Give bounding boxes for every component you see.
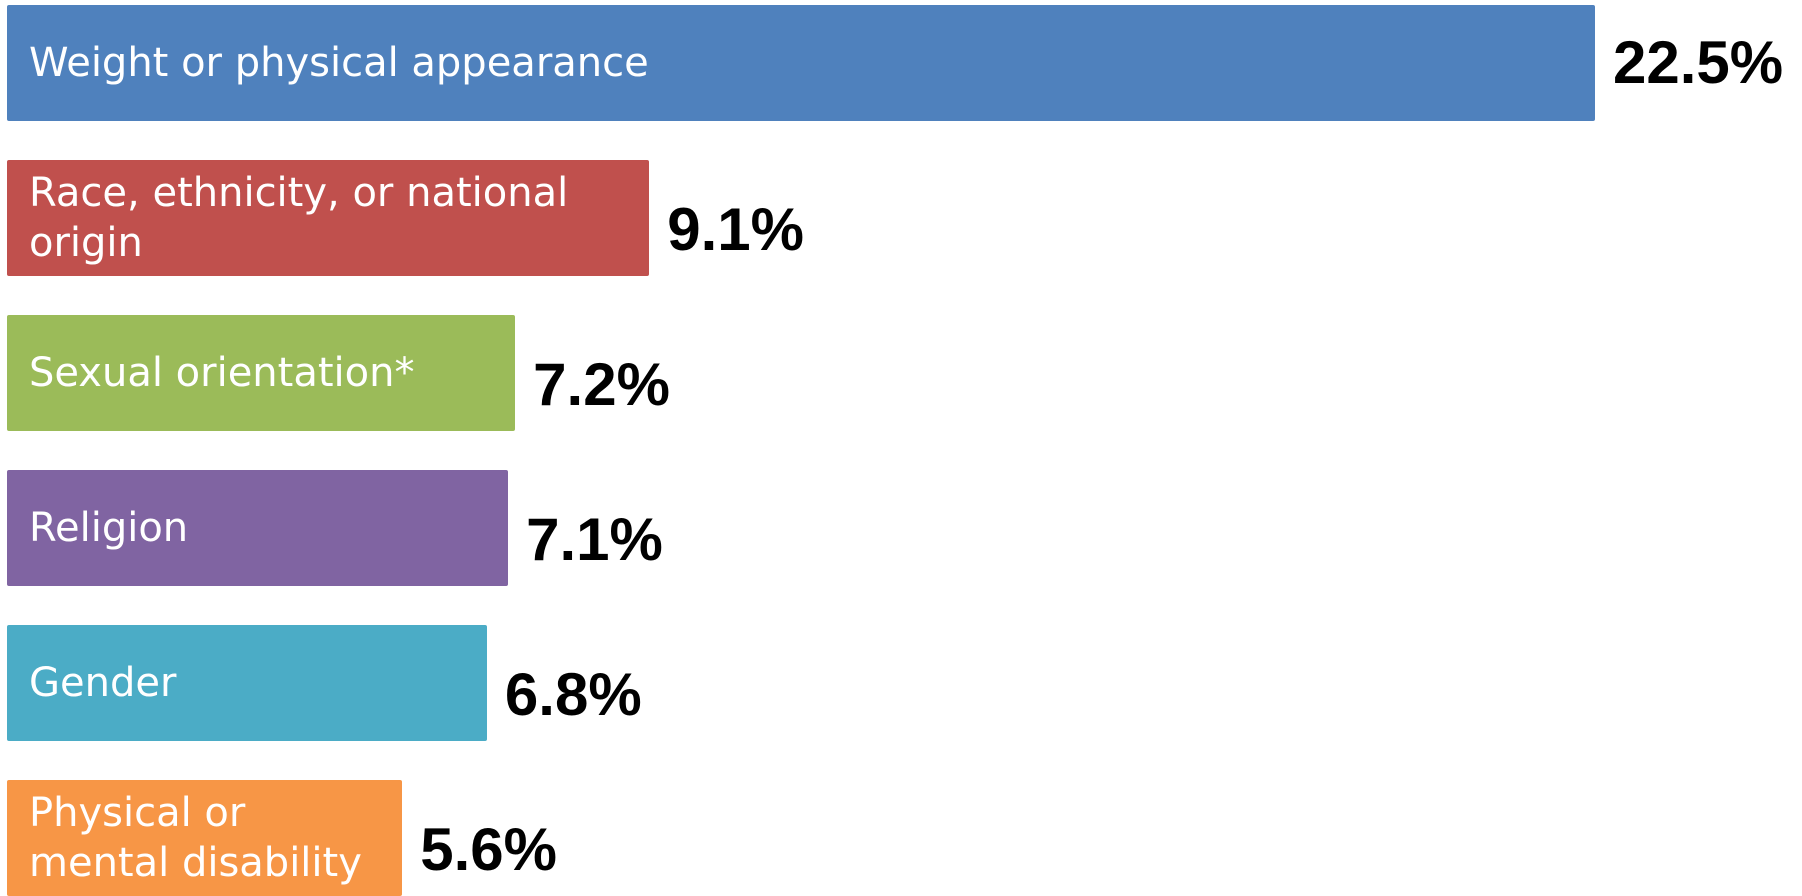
bar: Sexual orientation*	[7, 315, 516, 431]
bar: Weight or physical appearance	[7, 5, 1595, 121]
bar: Gender	[7, 625, 487, 741]
bar-label: Physical or mental disability	[29, 790, 362, 886]
value-label: 7.1%	[526, 506, 663, 573]
value-label: 6.8%	[504, 661, 642, 728]
value-label: 9.1%	[667, 196, 805, 263]
bar-label: Gender	[29, 660, 177, 706]
bar-label: Religion	[29, 505, 189, 551]
bar-label: Weight or physical appearance	[29, 40, 649, 86]
bar: Physical or mental disability	[7, 780, 403, 896]
bar-label: Sexual orientation*	[29, 350, 415, 396]
value-label: 5.6%	[420, 816, 557, 883]
bar-label: Race, ethnicity, or national origin	[29, 170, 569, 266]
value-label: 22.5%	[1613, 29, 1784, 96]
value-label: 7.2%	[533, 351, 670, 418]
bar: Religion	[7, 470, 509, 586]
bar: Race, ethnicity, or national origin	[7, 160, 650, 276]
